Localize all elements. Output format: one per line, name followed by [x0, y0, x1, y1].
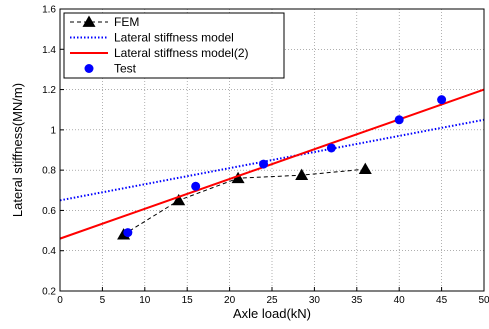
x-tick-label: 30: [309, 295, 321, 306]
fem-triangle-marker: [172, 193, 186, 206]
series-lateral-stiffness-model: [59, 118, 485, 202]
legend-box: [63, 12, 285, 79]
y-tick-label: 0.4: [42, 246, 56, 257]
fem-triangle-marker: [358, 162, 372, 175]
y-tick-label: 1: [50, 125, 56, 136]
x-tick-label: 5: [100, 295, 106, 306]
fem-line: [123, 168, 366, 236]
legend-label: Lateral stiffness model(2): [114, 46, 249, 60]
x-tick-label: 10: [139, 295, 151, 306]
x-tick-label: 35: [351, 295, 363, 306]
legend-label: Lateral stiffness model: [114, 31, 234, 45]
test-point: [326, 143, 336, 153]
y-tick-label: 1.6: [42, 5, 56, 16]
fem-triangle-marker: [295, 168, 309, 181]
x-axis-title: Axle load(kN): [233, 306, 311, 321]
test-point: [437, 95, 447, 105]
test-point: [394, 115, 404, 125]
x-tick-label: 20: [224, 295, 236, 306]
y-tick-label: 1.4: [42, 45, 56, 56]
test-point: [259, 159, 269, 169]
fem-triangle-marker: [231, 171, 245, 184]
axis-ticks: 0 5 10 15 20 25 30 35 40 45 50 0.2 0.4 0.6 0.8 1 1.2 1.4 1…: [42, 5, 489, 307]
y-tick-label: 0.6: [42, 206, 56, 217]
stiffness-model-line: [59, 118, 485, 202]
x-tick-label: 40: [394, 295, 406, 306]
y-tick-label: 0.8: [42, 166, 56, 177]
test-point: [123, 228, 133, 238]
stiffness-model-2-line: [59, 88, 485, 240]
y-tick-label: 0.2: [42, 287, 56, 298]
legend-swatch-circle: [84, 64, 94, 73]
y-axis-title: Lateral stiffness(MN/m): [10, 83, 25, 217]
legend-item: FEM: [70, 15, 139, 29]
legend-item: Lateral stiffness model: [70, 31, 234, 45]
x-tick-label: 15: [182, 295, 194, 306]
x-tick-label: 45: [436, 295, 448, 306]
legend-item: Lateral stiffness model(2): [70, 46, 249, 60]
series-layer: [59, 88, 485, 240]
legend-item: Test: [84, 62, 137, 76]
test-point: [191, 181, 201, 191]
series-lateral-stiffness-model-2: [59, 88, 485, 240]
legend-swatch-triangle: [82, 15, 96, 27]
legend-label: Test: [114, 62, 137, 76]
x-tick-label: 0: [57, 295, 63, 306]
series-test: [123, 95, 447, 238]
x-tick-label: 50: [478, 295, 489, 306]
x-tick-label: 25: [266, 295, 278, 306]
y-tick-label: 1.2: [42, 85, 56, 96]
legend-label: FEM: [114, 15, 139, 29]
